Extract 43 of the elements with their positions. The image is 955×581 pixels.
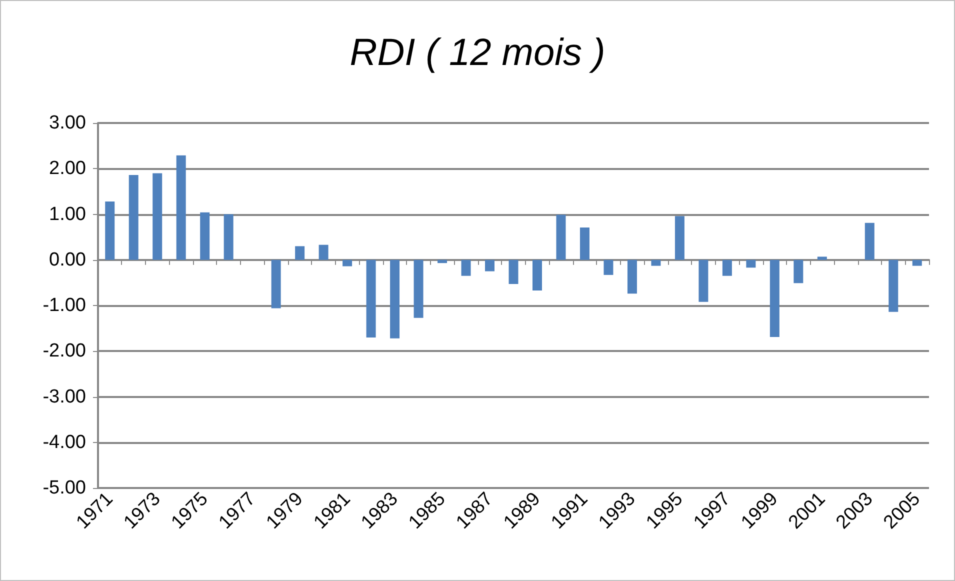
y-tick-label: -2.00 bbox=[42, 340, 86, 362]
bar bbox=[651, 260, 661, 266]
bar bbox=[746, 260, 756, 268]
bar bbox=[461, 260, 471, 276]
bar bbox=[888, 260, 898, 312]
bar bbox=[128, 175, 138, 260]
y-tick-label: -5.00 bbox=[42, 478, 86, 498]
bar bbox=[152, 173, 162, 260]
bar bbox=[794, 260, 804, 284]
bar bbox=[200, 212, 210, 260]
bar bbox=[318, 244, 328, 260]
y-tick-label: -1.00 bbox=[42, 295, 86, 316]
bar bbox=[342, 260, 352, 266]
bar bbox=[627, 260, 637, 294]
bar bbox=[438, 260, 448, 264]
bar bbox=[414, 260, 424, 318]
y-tick-label: 2.00 bbox=[49, 158, 86, 180]
bar bbox=[912, 260, 922, 266]
bar bbox=[508, 260, 518, 284]
bar bbox=[532, 260, 542, 290]
y-tick-label: -4.00 bbox=[42, 432, 86, 453]
bar bbox=[817, 256, 827, 260]
bar bbox=[770, 260, 780, 337]
bar bbox=[176, 155, 186, 260]
bar bbox=[556, 214, 566, 260]
y-tick-label: -3.00 bbox=[42, 386, 86, 408]
y-tick-label: 0.00 bbox=[49, 249, 86, 270]
bar bbox=[580, 227, 590, 260]
bar bbox=[485, 260, 495, 272]
bar bbox=[674, 216, 684, 260]
chart-title: RDI ( 12 mois ) bbox=[350, 32, 606, 74]
y-tick-label: 1.00 bbox=[49, 204, 86, 225]
bar bbox=[390, 260, 400, 338]
bar bbox=[864, 222, 874, 260]
bar bbox=[105, 201, 115, 260]
bar bbox=[295, 246, 305, 260]
y-tick-label: 3.00 bbox=[49, 112, 86, 134]
bar bbox=[366, 260, 376, 338]
bar bbox=[698, 260, 708, 302]
bar bbox=[604, 260, 614, 275]
bar bbox=[224, 214, 234, 260]
bar bbox=[271, 260, 281, 308]
bar bbox=[722, 260, 732, 276]
